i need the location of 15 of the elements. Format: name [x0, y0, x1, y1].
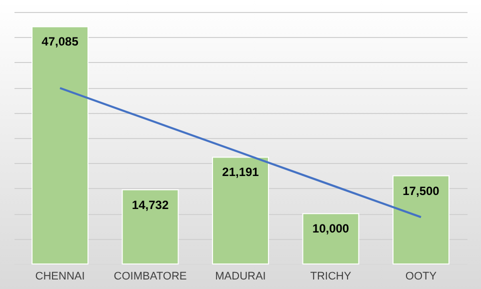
data-label: 21,191: [222, 165, 260, 180]
data-label: 47,085: [42, 34, 79, 49]
bar: [32, 26, 88, 264]
x-tick-label: TRICHY: [310, 270, 352, 282]
x-tick-label: OOTY: [405, 270, 438, 282]
data-label: 10,000: [312, 222, 350, 236]
data-label: 14,732: [132, 198, 169, 212]
data-label: 17,500: [402, 184, 440, 198]
bar: [212, 156, 269, 264]
bar: [302, 213, 360, 264]
x-tick-label: CHENNAI: [35, 270, 85, 282]
x-tick-label: MADURAI: [215, 270, 266, 282]
x-tick-label: COIMBATORE: [114, 270, 187, 282]
bar: [392, 175, 450, 264]
bar: [122, 189, 179, 264]
